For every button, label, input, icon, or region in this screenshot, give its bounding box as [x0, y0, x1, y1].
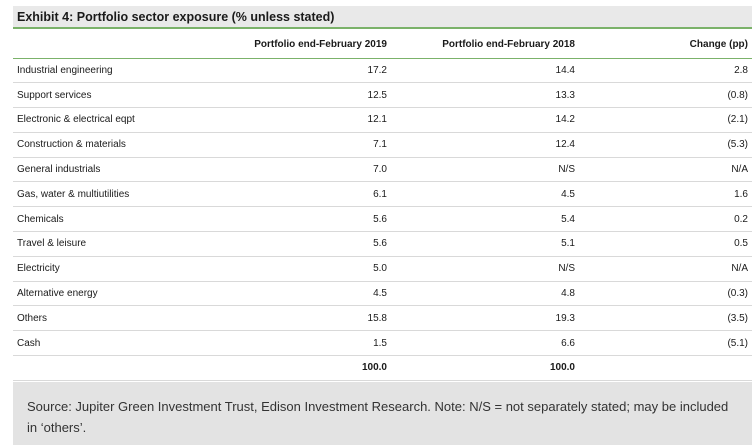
cell-change: N/A [579, 157, 752, 183]
cell-2018: 4.5 [391, 181, 579, 208]
table-row: Electricity 5.0 N/S N/A [13, 256, 752, 282]
cell-2019: 17.2 [213, 58, 391, 84]
cell-sector: Support services [13, 82, 213, 109]
cell-change: 2.8 [579, 58, 752, 84]
total-cell-2019: 100.0 [213, 355, 391, 381]
header-sector [13, 31, 213, 59]
cell-2019: 7.1 [213, 132, 391, 158]
table-row: Others 15.8 19.3 (3.5) [13, 305, 752, 332]
cell-change: 0.5 [579, 231, 752, 257]
header-2018: Portfolio end-February 2018 [391, 31, 579, 59]
cell-change: (5.3) [579, 132, 752, 158]
cell-2018: N/S [391, 256, 579, 282]
cell-sector: Travel & leisure [13, 231, 213, 257]
cell-2018: 13.3 [391, 82, 579, 109]
total-cell-2018: 100.0 [391, 355, 579, 381]
cell-change: N/A [579, 256, 752, 282]
source-note: Source: Jupiter Green Investment Trust, … [13, 382, 752, 445]
cell-sector: Cash [13, 330, 213, 357]
cell-sector: Others [13, 305, 213, 332]
cell-change: (3.5) [579, 305, 752, 332]
cell-sector: Industrial engineering [13, 58, 213, 84]
cell-sector: Construction & materials [13, 132, 213, 158]
table-total-row: 100.0 100.0 [13, 355, 752, 381]
cell-change: 0.2 [579, 206, 752, 233]
header-2019: Portfolio end-February 2019 [213, 31, 391, 59]
cell-sector: Electricity [13, 256, 213, 282]
cell-2019: 12.1 [213, 107, 391, 133]
cell-2019: 12.5 [213, 82, 391, 109]
table-row: Travel & leisure 5.6 5.1 0.5 [13, 231, 752, 257]
table-row: Support services 12.5 13.3 (0.8) [13, 82, 752, 109]
exhibit-title-bar: Exhibit 4: Portfolio sector exposure (% … [13, 6, 752, 29]
cell-2019: 5.6 [213, 231, 391, 257]
table-row: Cash 1.5 6.6 (5.1) [13, 330, 752, 357]
cell-sector: Gas, water & multiutilities [13, 181, 213, 208]
cell-2019: 15.8 [213, 305, 391, 332]
cell-2018: 14.4 [391, 58, 579, 84]
cell-sector: Alternative energy [13, 281, 213, 307]
cell-change: (0.8) [579, 82, 752, 109]
table-row: Construction & materials 7.1 12.4 (5.3) [13, 132, 752, 158]
cell-2019: 5.6 [213, 206, 391, 233]
cell-2019: 5.0 [213, 256, 391, 282]
cell-change: (0.3) [579, 281, 752, 307]
table-row: Alternative energy 4.5 4.8 (0.3) [13, 281, 752, 307]
cell-2018: 5.4 [391, 206, 579, 233]
table-header-row: Portfolio end-February 2019 Portfolio en… [13, 31, 752, 59]
total-cell-change [579, 355, 752, 381]
cell-change: 1.6 [579, 181, 752, 208]
table-row: General industrials 7.0 N/S N/A [13, 157, 752, 183]
cell-sector: General industrials [13, 157, 213, 183]
total-cell-sector [13, 355, 213, 381]
cell-2018: 6.6 [391, 330, 579, 357]
cell-sector: Electronic & electrical eqpt [13, 107, 213, 133]
cell-2019: 4.5 [213, 281, 391, 307]
cell-sector: Chemicals [13, 206, 213, 233]
cell-change: (5.1) [579, 330, 752, 357]
cell-change: (2.1) [579, 107, 752, 133]
cell-2018: 12.4 [391, 132, 579, 158]
cell-2018: 5.1 [391, 231, 579, 257]
table-row: Gas, water & multiutilities 6.1 4.5 1.6 [13, 181, 752, 208]
cell-2019: 1.5 [213, 330, 391, 357]
cell-2018: 14.2 [391, 107, 579, 133]
sector-exposure-table: Portfolio end-February 2019 Portfolio en… [13, 31, 752, 381]
cell-2019: 7.0 [213, 157, 391, 183]
header-change: Change (pp) [579, 31, 752, 59]
table-row: Chemicals 5.6 5.4 0.2 [13, 206, 752, 233]
cell-2018: 4.8 [391, 281, 579, 307]
table-row: Electronic & electrical eqpt 12.1 14.2 (2.1… [13, 107, 752, 133]
cell-2019: 6.1 [213, 181, 391, 208]
table-row: Industrial engineering 17.2 14.4 2.8 [13, 58, 752, 84]
cell-2018: N/S [391, 157, 579, 183]
cell-2018: 19.3 [391, 305, 579, 332]
exhibit-title: Exhibit 4: Portfolio sector exposure (% … [17, 10, 335, 24]
